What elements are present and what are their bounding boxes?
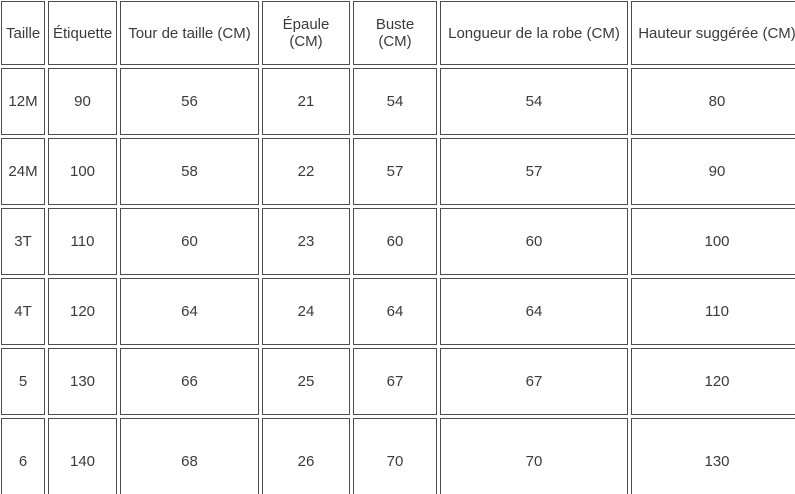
cell-bust: 60 (353, 208, 437, 275)
cell-shoulder: 26 (262, 418, 350, 494)
cell-suggested-height: 80 (631, 68, 795, 135)
cell-size: 3T (1, 208, 45, 275)
cell-label: 120 (48, 278, 117, 345)
cell-dress-length: 57 (440, 138, 628, 205)
cell-waist: 60 (120, 208, 259, 275)
cell-size: 5 (1, 348, 45, 415)
cell-bust: 54 (353, 68, 437, 135)
cell-shoulder: 23 (262, 208, 350, 275)
column-header-etiquette: Étiquette (48, 1, 117, 65)
cell-shoulder: 22 (262, 138, 350, 205)
cell-shoulder: 24 (262, 278, 350, 345)
cell-label: 140 (48, 418, 117, 494)
cell-size: 24M (1, 138, 45, 205)
table-row-6: 6 140 68 26 70 70 130 (1, 418, 795, 494)
column-header-buste: Buste (CM) (353, 1, 437, 65)
table-row-5: 5 130 66 25 67 67 120 (1, 348, 795, 415)
cell-label: 130 (48, 348, 117, 415)
cell-label: 110 (48, 208, 117, 275)
cell-shoulder: 21 (262, 68, 350, 135)
cell-waist: 68 (120, 418, 259, 494)
cell-bust: 57 (353, 138, 437, 205)
cell-waist: 58 (120, 138, 259, 205)
cell-size: 12M (1, 68, 45, 135)
column-header-hauteur-suggeree: Hauteur suggérée (CM) (631, 1, 795, 65)
cell-suggested-height: 110 (631, 278, 795, 345)
cell-waist: 56 (120, 68, 259, 135)
cell-dress-length: 60 (440, 208, 628, 275)
table-row-12m: 12M 90 56 21 54 54 80 (1, 68, 795, 135)
column-header-longueur-robe: Longueur de la robe (CM) (440, 1, 628, 65)
table-row-24m: 24M 100 58 22 57 57 90 (1, 138, 795, 205)
cell-suggested-height: 90 (631, 138, 795, 205)
cell-dress-length: 54 (440, 68, 628, 135)
cell-bust: 70 (353, 418, 437, 494)
table-row-3t: 3T 110 60 23 60 60 100 (1, 208, 795, 275)
cell-size: 6 (1, 418, 45, 494)
cell-suggested-height: 120 (631, 348, 795, 415)
cell-waist: 66 (120, 348, 259, 415)
column-header-epaule: Épaule (CM) (262, 1, 350, 65)
cell-dress-length: 70 (440, 418, 628, 494)
cell-waist: 64 (120, 278, 259, 345)
cell-dress-length: 64 (440, 278, 628, 345)
column-header-taille: Taille (1, 1, 45, 65)
table-row-4t: 4T 120 64 24 64 64 110 (1, 278, 795, 345)
cell-bust: 67 (353, 348, 437, 415)
cell-bust: 64 (353, 278, 437, 345)
cell-shoulder: 25 (262, 348, 350, 415)
cell-label: 90 (48, 68, 117, 135)
table-header-row: Taille Étiquette Tour de taille (CM) Épa… (1, 1, 795, 65)
column-header-tour-de-taille: Tour de taille (CM) (120, 1, 259, 65)
cell-label: 100 (48, 138, 117, 205)
cell-dress-length: 67 (440, 348, 628, 415)
cell-suggested-height: 130 (631, 418, 795, 494)
cell-size: 4T (1, 278, 45, 345)
cell-suggested-height: 100 (631, 208, 795, 275)
